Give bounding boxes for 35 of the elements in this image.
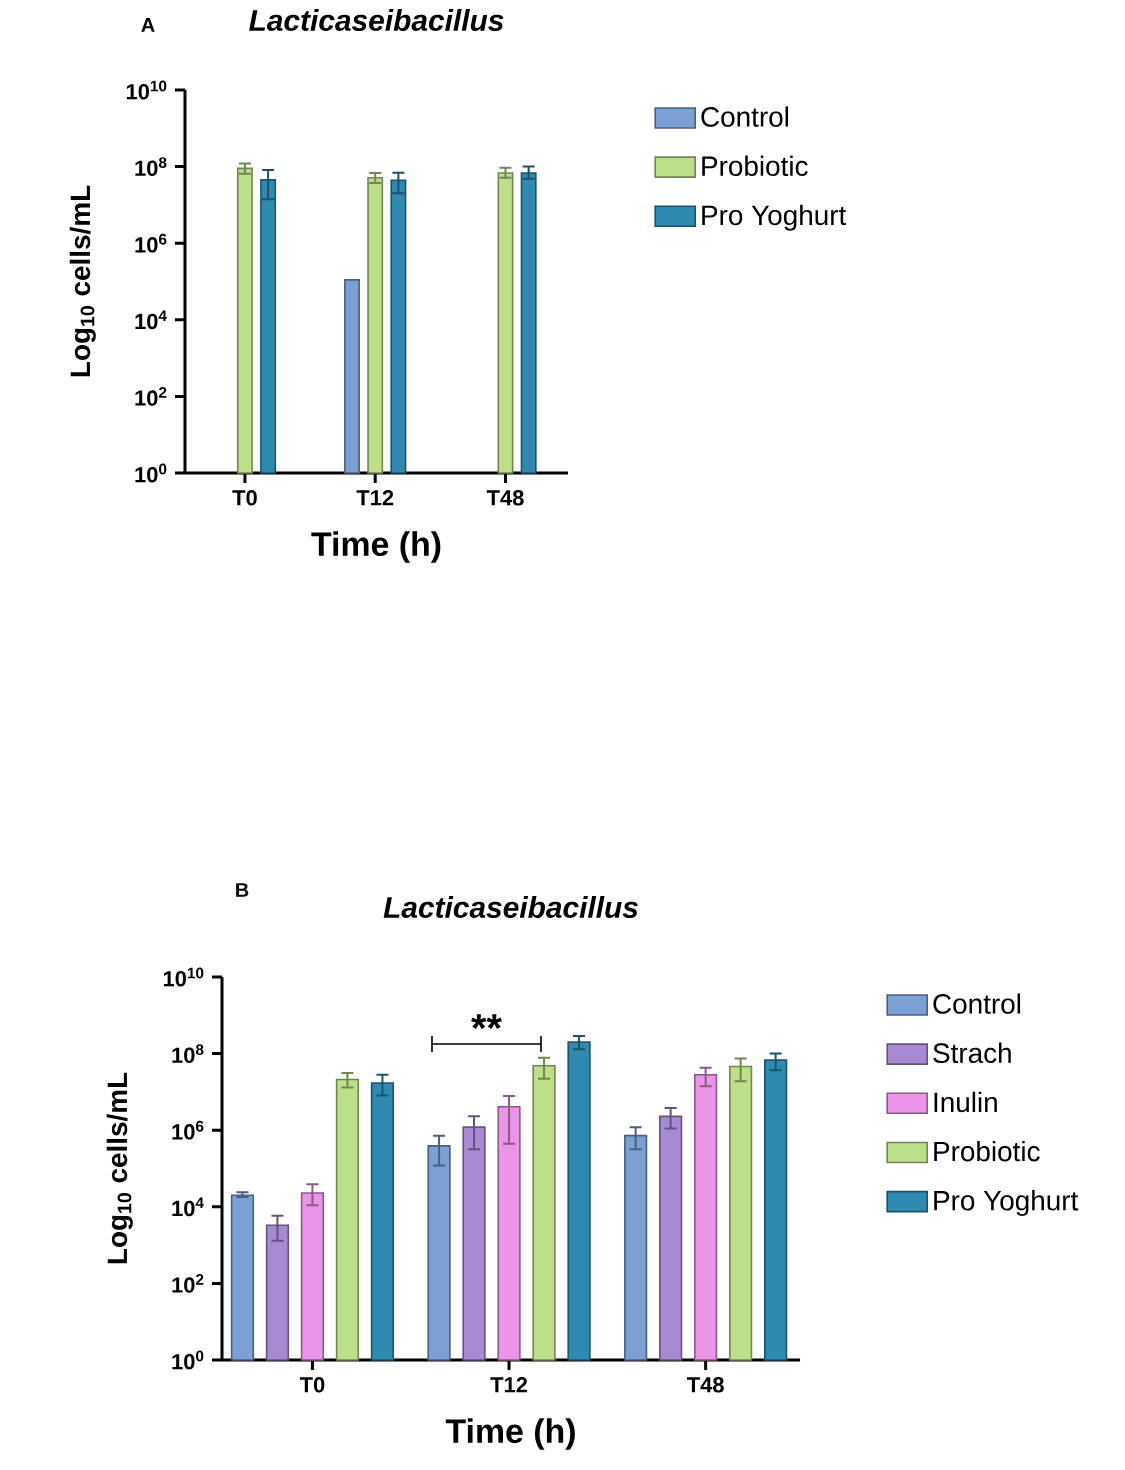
y-axis-title: Log$_{10}$ cells/mL: [106, 1072, 133, 1264]
x-axis-title: Time (h): [311, 531, 441, 563]
legend-label: Strach: [933, 1042, 1011, 1064]
x-axis-title: Time (h): [445, 1418, 575, 1450]
y-tick-label: 10$^{8}$: [172, 1044, 204, 1064]
x-tick-label: T0: [232, 490, 257, 506]
text: B: [236, 883, 249, 897]
x-tick-label: T0: [299, 1377, 325, 1393]
legend-label: Inulin: [934, 1091, 997, 1113]
legend-label: Control: [701, 106, 789, 127]
legend-label: Pro Yoghurt: [702, 204, 847, 231]
legend-label: Probiotic: [702, 155, 808, 177]
legend-label: Control: [933, 993, 1021, 1014]
y-tick-label: 10$^{10}$: [126, 80, 167, 100]
chart-title: Lacticaseibacillus: [383, 896, 638, 918]
legend-label: Pro Yoghurt: [934, 1190, 1079, 1217]
y-tick-label: 10$^{4}$: [135, 310, 167, 330]
x-tick-label: T48: [687, 1377, 724, 1393]
x-tick-label: T12: [356, 490, 394, 506]
x-tick-label: T48: [486, 490, 524, 506]
y-tick-label: 10$^{2}$: [172, 1273, 204, 1293]
text: A: [141, 18, 155, 32]
y-tick-label: 10$^{8}$: [135, 157, 167, 177]
y-tick-label: 10$^{4}$: [172, 1197, 204, 1217]
y-tick-label: 10$^{6}$: [135, 233, 167, 253]
y-tick-label: 10$^{10}$: [163, 967, 204, 987]
x-tick-label: T12: [490, 1377, 528, 1393]
annotation: **: [471, 1014, 502, 1029]
legend-label: Probiotic: [934, 1140, 1040, 1162]
y-tick-label: 10$^{2}$: [135, 386, 167, 406]
chart-title: Lacticaseibacillus: [249, 9, 504, 31]
y-tick-label: 10$^{0}$: [172, 1350, 204, 1370]
y-axis-title: Log$_{10}$ cells/mL: [69, 185, 96, 377]
y-tick-label: 10$^{6}$: [172, 1120, 204, 1140]
y-tick-label: 10$^{0}$: [135, 463, 167, 483]
